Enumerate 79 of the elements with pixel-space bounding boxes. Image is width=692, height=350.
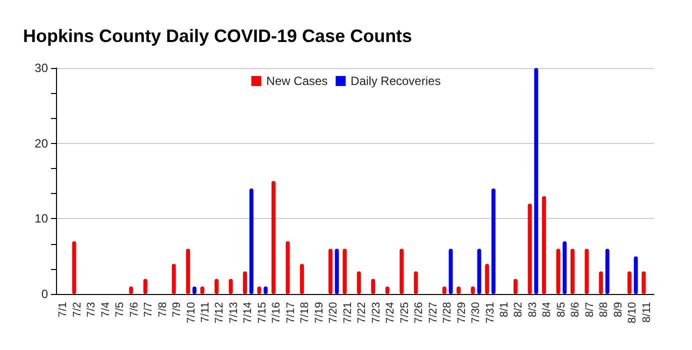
- x-tick-label: 7/22: [356, 302, 368, 324]
- x-tick-label: 8/5: [555, 302, 568, 318]
- y-tick-label: 30: [34, 61, 48, 75]
- x-tick-label: 7/29: [456, 302, 468, 324]
- bar: [271, 181, 276, 294]
- x-tick-label: 7/27: [427, 302, 440, 324]
- bar: [570, 248, 574, 294]
- x-tick-label: 7/23: [370, 302, 382, 324]
- bar: [528, 204, 532, 294]
- x-tick-label: 8/11: [640, 302, 653, 323]
- x-tick-label: 7/31: [484, 302, 496, 324]
- x-tick-label: 7/20: [328, 302, 340, 324]
- x-tick-label: 8/9: [612, 302, 624, 318]
- y-tick-label: 0: [41, 287, 48, 301]
- bar: [400, 248, 404, 294]
- bar: [584, 248, 589, 294]
- x-tick-label: 8/4: [541, 302, 554, 318]
- x-tick-label: 7/4: [100, 302, 112, 318]
- x-tick-label: 8/2: [512, 302, 525, 318]
- y-tick-label: 20: [34, 136, 48, 150]
- bar: [72, 241, 76, 294]
- bar: [556, 248, 560, 294]
- bar: [642, 271, 646, 294]
- bar: [598, 271, 603, 294]
- bar: [605, 248, 610, 294]
- x-tick-label: 7/16: [270, 302, 283, 324]
- x-tick-label: 8/10: [626, 302, 639, 324]
- x-tick-label: 7/5: [114, 302, 126, 318]
- x-tick-label: 7/18: [299, 302, 312, 324]
- x-tick-label: 7/21: [342, 302, 354, 324]
- x-tick-label: 7/28: [442, 302, 454, 324]
- x-tick-label: 7/14: [242, 302, 254, 324]
- bar: [328, 248, 332, 294]
- x-tick-label: 8/8: [598, 302, 610, 318]
- x-tick-label: 8/7: [584, 302, 596, 318]
- bar: [356, 271, 361, 294]
- x-tick-label: 7/25: [398, 302, 411, 324]
- bar: [477, 248, 482, 294]
- bar: [342, 248, 347, 294]
- x-tick-label: 8/1: [498, 302, 510, 318]
- bar: [448, 248, 453, 294]
- x-tick-label: 7/6: [128, 302, 140, 318]
- x-tick-label: 8/3: [526, 302, 539, 318]
- chart-title: Hopkins County Daily COVID-19 Case Counts: [23, 26, 412, 46]
- x-tick-label: 7/15: [256, 302, 268, 324]
- x-tick-label: 7/11: [200, 302, 212, 323]
- bar: [627, 271, 632, 294]
- y-tick-label: 10: [34, 212, 48, 226]
- x-tick-label: 7/8: [156, 302, 169, 318]
- x-tick-label: 7/1: [57, 302, 70, 318]
- x-tick-label: 7/13: [228, 302, 240, 324]
- x-tick-label: 7/24: [384, 302, 397, 324]
- bar: [249, 188, 254, 294]
- bar: [491, 188, 496, 294]
- x-tick-label: 7/17: [284, 302, 297, 324]
- bar: [634, 256, 638, 294]
- x-tick-label: 7/30: [470, 302, 482, 324]
- bar: [172, 264, 176, 294]
- x-tick-label: 7/2: [71, 302, 84, 318]
- bar: [186, 248, 190, 294]
- bar: [286, 241, 290, 294]
- bar: [300, 264, 304, 294]
- x-tick-label: 7/12: [214, 302, 226, 324]
- x-tick-label: 7/9: [171, 302, 184, 318]
- x-tick-label: 7/26: [413, 302, 426, 324]
- bar: [485, 264, 490, 294]
- legend-label: Daily Recoveries: [350, 74, 441, 88]
- x-tick-label: 7/19: [313, 302, 326, 324]
- x-tick-label: 8/6: [570, 302, 582, 318]
- x-tick-label: 7/7: [142, 302, 155, 318]
- bar: [414, 271, 418, 294]
- bar: [534, 68, 538, 294]
- bar: [562, 241, 567, 294]
- legend-label: New Cases: [266, 74, 328, 88]
- bar: [542, 196, 546, 294]
- x-tick-label: 7/10: [185, 302, 198, 324]
- x-tick-label: 7/3: [86, 302, 98, 318]
- bar: [334, 248, 339, 294]
- bar: [243, 271, 248, 294]
